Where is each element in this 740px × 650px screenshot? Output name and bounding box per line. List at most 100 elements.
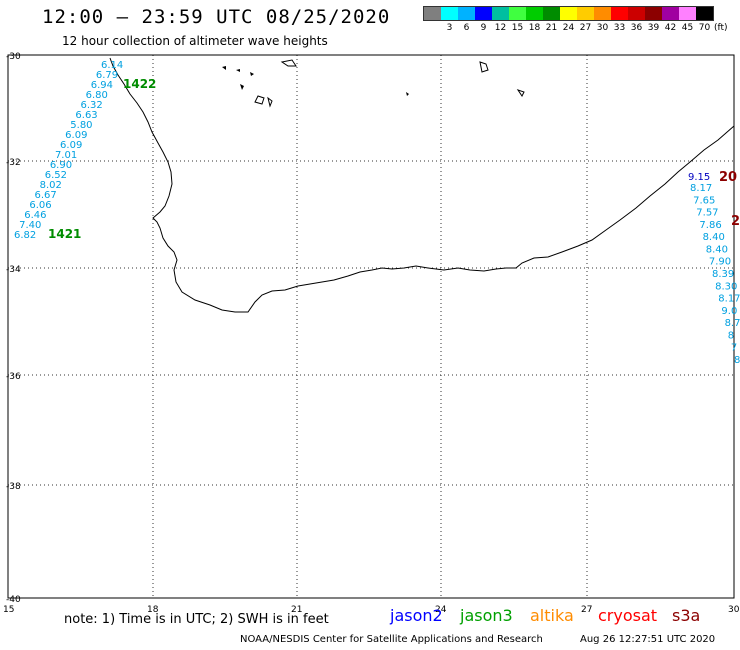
- legend-label: 27: [579, 23, 592, 33]
- west-track-value: 6.52: [45, 170, 67, 181]
- west-track-value: 7.01: [55, 150, 77, 161]
- legend-swatch: [543, 7, 560, 20]
- east-track-value: 8.17: [718, 294, 740, 305]
- island-b: [236, 69, 240, 72]
- east-track-value: 8.7: [725, 318, 740, 329]
- latitude-label: -30: [6, 52, 21, 62]
- legend-label: 24: [562, 23, 575, 33]
- legend-swatch: [492, 7, 509, 20]
- legend-label: 18: [528, 23, 541, 33]
- legend-swatch: [475, 7, 492, 20]
- legend-color-bar: [423, 6, 714, 21]
- satellite-label: jason2: [390, 606, 443, 625]
- island-d: [254, 95, 265, 105]
- west-track-value: 6.82: [14, 230, 36, 241]
- footer-credit: NOAA/NESDIS Center for Satellite Applica…: [240, 634, 543, 645]
- west-track-value: 5.80: [70, 120, 92, 131]
- legend-swatch: [424, 7, 441, 20]
- map-frame: [7, 54, 735, 599]
- west-track-value: 6.79: [96, 70, 118, 81]
- longitude-label: 15: [3, 605, 14, 615]
- legend-swatch: [441, 7, 458, 20]
- island-h: [406, 92, 409, 96]
- west-track-value: 7.40: [19, 220, 41, 231]
- east-track-value: 8: [734, 355, 740, 366]
- island-i: [516, 89, 525, 97]
- legend-label: 21: [545, 23, 558, 33]
- wave-height-legend: 3 6 9 12 15 18 21 24 27 30 33 36 39 42 45 70 (ft): [423, 6, 728, 35]
- legend-swatch: [577, 7, 594, 20]
- legend-swatch: [645, 7, 662, 20]
- legend-swatch: [560, 7, 577, 20]
- west-track-value: 6.09: [65, 130, 87, 141]
- east-track-values: 8.177.657.577.868.408.407.908.398.308.17…: [690, 183, 740, 366]
- longitude-label: 21: [291, 605, 302, 615]
- east-track-value: 7.57: [696, 208, 718, 219]
- legend-label: 6: [463, 23, 470, 33]
- satellite-label: altika: [530, 606, 574, 625]
- map-subtitle: 12 hour collection of altimeter wave hei…: [62, 34, 328, 48]
- latitude-label: -38: [6, 482, 21, 492]
- note-text: note: 1) Time is in UTC; 2) SWH is in fe…: [64, 612, 329, 627]
- legend-label: 3: [446, 23, 453, 33]
- legend-swatch: [679, 7, 696, 20]
- graticule: [8, 55, 734, 598]
- footer-timestamp: Aug 26 12:27:51 UTC 2020: [580, 634, 716, 645]
- west-track-value: 6.90: [50, 160, 72, 171]
- satellite-label: jason3: [460, 606, 513, 625]
- east-track-time-top: 20: [719, 170, 737, 185]
- east-track-value: 8.30: [715, 281, 737, 292]
- legend-label: 45: [681, 23, 694, 33]
- legend-swatch: [628, 7, 645, 20]
- island-c: [250, 72, 254, 76]
- legend-swatch: [526, 7, 543, 20]
- legend-swatch: [662, 7, 679, 20]
- legend-label: 70: [698, 23, 711, 33]
- latitude-label: -34: [6, 265, 21, 275]
- satellite-label: cryosat: [598, 606, 658, 625]
- west-track-value: 6.14: [101, 60, 123, 71]
- east-track-top-value: 9.15: [688, 172, 710, 183]
- legend-label: 39: [647, 23, 660, 33]
- east-track-value: 7: [731, 343, 737, 354]
- satellite-label: s3a: [672, 606, 701, 625]
- east-track-value: 7.86: [699, 220, 721, 231]
- west-track-value: 6.94: [91, 80, 113, 91]
- east-track-time-mid: 2: [731, 214, 740, 229]
- legend-swatch: [509, 7, 526, 20]
- longitude-label: 27: [581, 605, 592, 615]
- legend-labels: 3 6 9 12 15 18 21 24 27 30 33 36 39 42 45 70 (ft): [423, 21, 728, 35]
- coastline: [109, 57, 735, 313]
- legend-label: 36: [630, 23, 643, 33]
- east-track-value: 7.90: [709, 257, 731, 268]
- west-track-value: 6.67: [34, 190, 56, 201]
- legend-label: 15: [511, 23, 524, 33]
- legend-label: 33: [613, 23, 626, 33]
- east-track-value: 8.40: [703, 232, 725, 243]
- legend-swatch: [696, 7, 713, 20]
- longitude-label: 24: [435, 605, 447, 615]
- west-track-value: 6.63: [75, 110, 97, 121]
- east-track-value: 8.17: [690, 183, 712, 194]
- west-track-value: 6.46: [24, 210, 46, 221]
- island-e: [267, 96, 273, 108]
- west-track-time-bottom: 1421: [48, 227, 81, 241]
- legend-swatch: [594, 7, 611, 20]
- west-track-value: 8.02: [40, 180, 62, 191]
- west-track-value: 6.80: [86, 90, 108, 101]
- legend-swatch: [458, 7, 475, 20]
- east-track-value: 7.65: [693, 195, 715, 206]
- legend-label: 30: [596, 23, 609, 33]
- island-j: [240, 84, 244, 90]
- island-a: [222, 66, 226, 70]
- latitude-label: -32: [6, 158, 21, 168]
- legend-swatch: [611, 7, 628, 20]
- east-track-value: 8.40: [706, 244, 728, 255]
- west-track-time-top: 1422: [123, 77, 156, 91]
- map-title: 12:00 – 23:59 UTC 08/25/2020: [42, 6, 391, 28]
- west-track-value: 6.06: [29, 200, 51, 211]
- legend-label: 12: [494, 23, 507, 33]
- latitude-label: -40: [6, 595, 21, 605]
